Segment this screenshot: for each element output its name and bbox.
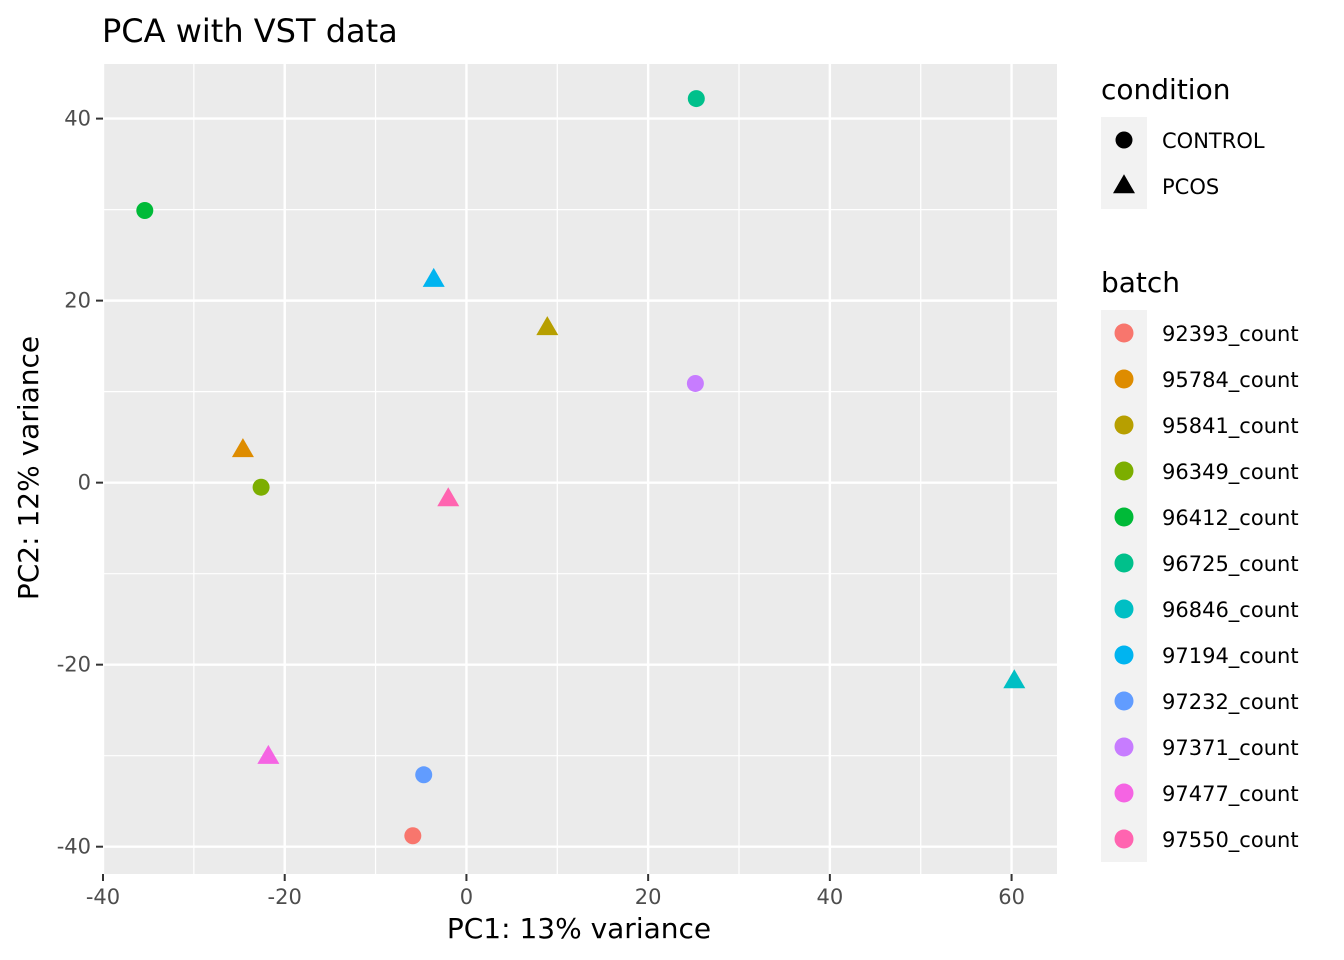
batch-legend-label: 97194_count (1162, 644, 1299, 669)
batch-legend-label: 97232_count (1162, 690, 1299, 715)
x-tick-label: 20 (635, 885, 662, 909)
data-points (136, 90, 1026, 845)
x-tick-label: 60 (998, 885, 1025, 909)
batch-legend-label: 95784_count (1162, 368, 1299, 393)
batch-legend-swatch (1114, 645, 1134, 665)
batch-legend-swatch (1114, 507, 1134, 527)
x-axis-title: PC1: 13% variance (447, 912, 711, 945)
batch-legend-label: 97550_count (1162, 828, 1299, 853)
x-tick-label: -20 (268, 885, 302, 909)
condition-legend-key-bg (1101, 117, 1147, 209)
data-point-circle (415, 766, 433, 784)
condition-legend-title: condition (1101, 73, 1230, 106)
x-tick-label: 0 (460, 885, 473, 909)
legend-circle-icon (1115, 131, 1133, 149)
data-point-triangle (422, 267, 445, 287)
chart-title: PCA with VST data (102, 12, 398, 50)
data-point-circle (252, 478, 270, 496)
batch-legend-swatch (1114, 737, 1134, 757)
y-tick-label: 40 (64, 107, 91, 131)
batch-legend-swatch (1114, 461, 1134, 481)
plot-panel (103, 64, 1057, 874)
data-point-triangle (437, 487, 460, 507)
y-tick-label: -40 (57, 835, 91, 859)
batch-legend-swatch (1114, 783, 1134, 803)
data-point-triangle (257, 744, 280, 764)
condition-legend-label: PCOS (1162, 175, 1219, 199)
batch-legend-label: 92393_count (1162, 322, 1299, 347)
batch-legend-label: 97477_count (1162, 782, 1299, 807)
x-tick-label: 40 (816, 885, 843, 909)
data-point-circle (687, 90, 705, 108)
batch-legend-label: 96412_count (1162, 506, 1299, 531)
major-grid (101, 64, 1057, 874)
batch-legend-swatch (1114, 553, 1134, 573)
batch-legend-swatch (1114, 691, 1134, 711)
batch-legend-key-bg (1101, 310, 1147, 862)
y-tick-label: 20 (64, 289, 91, 313)
condition-legend-label: CONTROL (1162, 129, 1265, 153)
batch-legend-swatch (1114, 369, 1134, 389)
batch-legend: batch 92393_count 95784_count 95841_count 9… (1101, 266, 1299, 862)
x-tick-label: -40 (86, 885, 120, 909)
batch-legend-title: batch (1101, 266, 1180, 299)
legend-triangle-icon (1113, 174, 1135, 194)
batch-legend-label: 95841_count (1162, 414, 1299, 439)
data-point-triangle (231, 438, 254, 458)
batch-legend-label: 97371_count (1162, 736, 1299, 761)
y-axis-title: PC2: 12% variance (12, 336, 45, 600)
minor-grid (103, 64, 1057, 874)
batch-legend-label: 96725_count (1162, 552, 1299, 577)
data-point-circle (686, 374, 704, 392)
batch-legend-swatch (1114, 415, 1134, 435)
batch-legend-label: 96349_count (1162, 460, 1299, 485)
batch-legend-swatch (1114, 323, 1134, 343)
y-tick-label: 0 (78, 471, 91, 495)
data-point-circle (404, 827, 422, 845)
batch-legend-swatch (1114, 599, 1134, 619)
condition-legend: condition CONTROL PCOS (1101, 73, 1265, 209)
x-axis: -40 -20 0 20 40 60 (86, 874, 1025, 909)
data-point-triangle (536, 316, 559, 336)
data-point-circle (136, 202, 154, 220)
batch-legend-label: 96846_count (1162, 598, 1299, 623)
y-axis: -40 -20 0 20 40 (57, 107, 103, 859)
batch-legend-swatch (1114, 829, 1134, 849)
data-point-triangle (1003, 669, 1026, 689)
y-tick-label: -20 (57, 653, 91, 677)
